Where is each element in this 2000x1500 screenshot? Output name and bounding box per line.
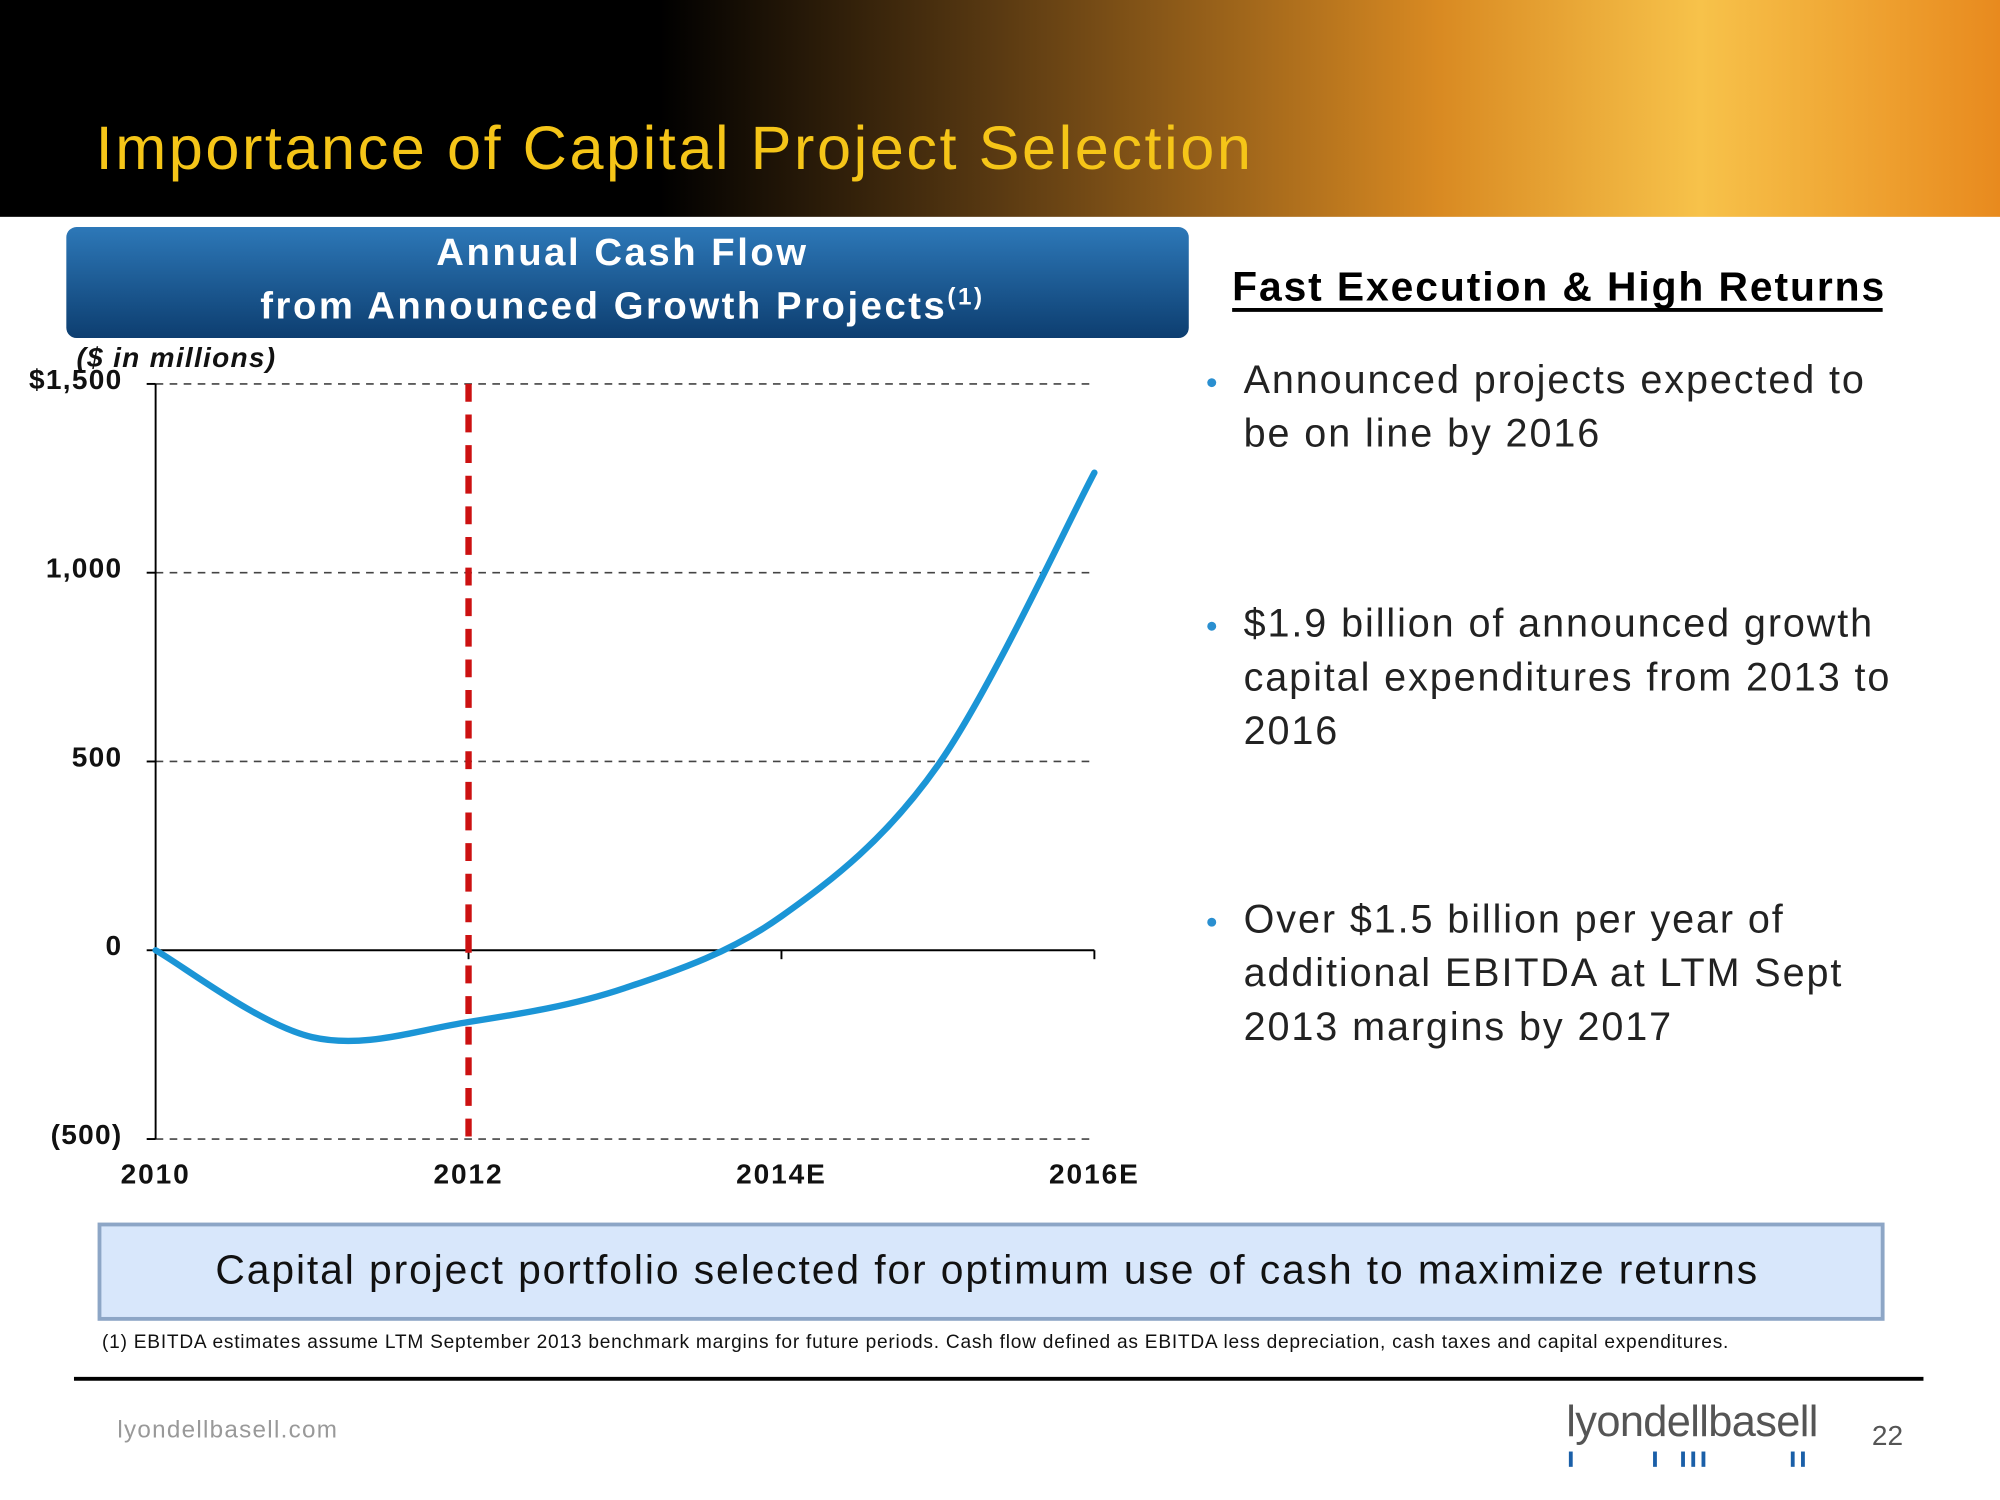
footnote: (1) EBITDA estimates assume LTM Septembe… <box>102 1332 1729 1353</box>
highlights-heading: Fast Execution & High Returns <box>1232 263 1886 309</box>
bullet-dot <box>1207 917 1217 927</box>
slide-title: Importance of Capital Project Selection <box>96 114 1254 182</box>
bullet-text: 2013 margins by 2017 <box>1244 1005 1673 1049</box>
chart-title: Annual Cash Flow <box>436 231 808 274</box>
page-number: 22 <box>1872 1420 1903 1451</box>
banner-box <box>97 1222 1885 1321</box>
chart: (500) 0 500 1,000 $1,500 2010 2012 2014E 2016E <box>29 364 1140 1190</box>
chart-title: from Announced Growth Projects(1) <box>260 284 984 328</box>
y-axis-label: ($ in millions) <box>77 342 277 373</box>
bullet-text: capital expenditures from 2013 to <box>1244 655 1892 699</box>
chart-title-note: (1) <box>947 284 984 311</box>
y-tick-label: $1,500 <box>29 364 122 395</box>
logo-bars <box>1568 1451 1805 1467</box>
bullet-text: be on line by 2016 <box>1244 412 1602 456</box>
chart-title: from Announced Growth Projects <box>260 285 947 328</box>
chart-title-box <box>66 227 1189 339</box>
header-band <box>0 0 2000 217</box>
banner: Capital project portfolio selected for o… <box>215 1247 1759 1293</box>
bullet-dot <box>1207 621 1217 631</box>
bullet-list: Announced projects expected to be on line… <box>1207 358 1892 1049</box>
logo: lyondellbasell <box>1566 1398 1817 1446</box>
y-tick-label: 1,000 <box>46 553 123 584</box>
bullet-text: Over $1.5 billion per year of <box>1244 898 1785 942</box>
y-tick-label: (500) <box>51 1119 123 1150</box>
x-tick-label: 2016E <box>1049 1158 1140 1189</box>
footer-site: lyondellbasell.com <box>117 1417 338 1444</box>
bullet-text: additional EBITDA at LTM Sept <box>1244 951 1844 995</box>
bullet-text: 2016 <box>1244 709 1340 753</box>
x-tick-label: 2010 <box>121 1158 191 1189</box>
data-line <box>152 469 1098 1045</box>
x-tick-label: 2012 <box>434 1158 504 1189</box>
bullet-text: $1.9 billion of announced growth <box>1244 602 1874 646</box>
x-tick-label: 2014E <box>736 1158 827 1189</box>
bullet-text: Announced projects expected to <box>1244 358 1866 402</box>
y-tick-label: 0 <box>106 930 123 961</box>
y-tick-label: 500 <box>72 741 123 772</box>
bullet-dot <box>1207 378 1217 388</box>
